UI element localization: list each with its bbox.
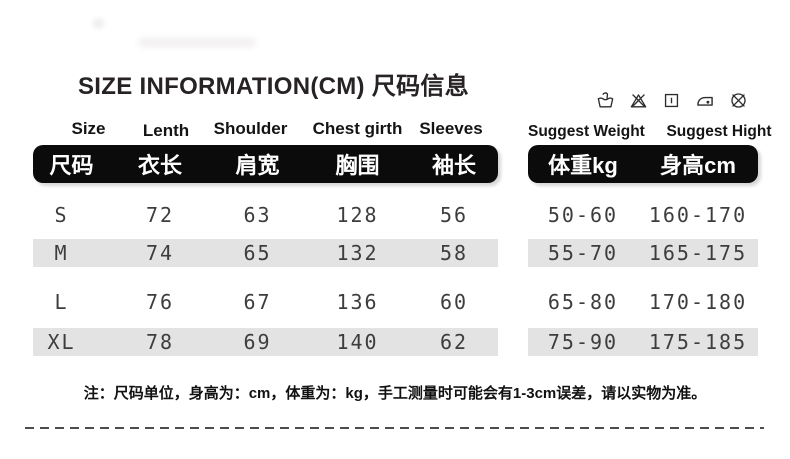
column-header-chest: Chest girth (312, 119, 403, 138)
table-row-xl-suggest: 75-90 175-185 (528, 328, 758, 356)
measurements-table: Size Lenth Shoulder Chest girth Sleeves … (33, 0, 498, 370)
column-header-sleeves: Sleeves (419, 119, 483, 138)
cell-shoulder: 69 (243, 330, 272, 354)
cell-length: 72 (145, 203, 175, 227)
cell-shoulder: 65 (243, 241, 272, 265)
cell-weight: 75-90 (547, 330, 619, 354)
table-row-l-suggest: 65-80 170-180 (528, 288, 758, 316)
cell-sleeves: 62 (439, 330, 469, 354)
cell-chest: 136 (336, 290, 379, 314)
page-title: SIZE INFORMATION(CM) 尺码信息 (78, 73, 470, 100)
do-not-bleach-icon (630, 94, 647, 108)
drip-dry-icon (664, 93, 679, 108)
cell-length: 74 (145, 241, 175, 265)
column-header-weight-cn: 体重kg (548, 153, 618, 178)
column-header-shoulder: Shoulder (213, 119, 288, 138)
column-header-suggest-weight: Suggest Weight (528, 123, 645, 140)
cell-chest: 132 (336, 241, 379, 265)
cell-length: 78 (145, 330, 175, 354)
column-header-height-cn: 身高cm (660, 153, 736, 178)
cell-size: L (54, 290, 69, 314)
cell-height: 175-185 (648, 330, 748, 354)
cell-size: M (54, 241, 69, 265)
hand-wash-icon (597, 92, 614, 108)
cell-weight: 55-70 (547, 241, 619, 265)
cell-chest: 128 (336, 203, 379, 227)
cell-height: 170-180 (648, 290, 748, 314)
measurement-note: 注：尺码单位，身高为：cm，体重为：kg，手工测量时可能会有1-3cm误差，请以… (83, 385, 707, 402)
suggestion-chinese-header-bar: 体重kg 身高cm (528, 145, 758, 183)
column-header-shoulder-cn: 肩宽 (235, 153, 280, 178)
suggestion-table: Suggest Weight Suggest Hight 体重kg 身高cm 5… (528, 0, 772, 370)
watermark-smudge (93, 18, 104, 29)
table-row-s-suggest: 50-60 160-170 (528, 201, 758, 229)
cell-length: 76 (145, 290, 175, 314)
cell-height: 165-175 (648, 241, 748, 265)
cell-weight: 65-80 (547, 290, 619, 314)
table-row-xl: XL 78 69 140 62 (33, 328, 498, 356)
dashed-divider (25, 427, 764, 429)
care-icons-row (596, 90, 748, 111)
column-header-sleeves-cn: 袖长 (431, 153, 476, 178)
column-header-length-cn: 衣长 (137, 153, 182, 178)
cell-weight: 50-60 (547, 203, 619, 227)
suggestion-english-header: Suggest Weight Suggest Hight (528, 120, 772, 144)
measurements-chinese-header-bar: 尺码 衣长 肩宽 胸围 袖长 (33, 145, 498, 183)
cell-sleeves: 60 (439, 290, 469, 314)
cell-sleeves: 56 (439, 203, 469, 227)
iron-icon (697, 96, 713, 106)
cell-chest: 140 (336, 330, 379, 354)
column-header-length: Lenth (142, 121, 190, 140)
table-row-m-suggest: 55-70 165-175 (528, 239, 758, 267)
column-header-chest-cn: 胸围 (335, 153, 380, 178)
cell-size: XL (47, 330, 76, 354)
column-header-size: Size (71, 119, 106, 138)
cell-shoulder: 63 (243, 203, 272, 227)
cell-shoulder: 67 (243, 290, 272, 314)
cell-sleeves: 58 (439, 241, 469, 265)
do-not-dry-clean-icon (731, 93, 746, 108)
column-header-suggest-height: Suggest Hight (666, 123, 772, 140)
table-row-s: S 72 63 128 56 (33, 201, 498, 229)
cell-height: 160-170 (648, 203, 748, 227)
measurements-english-header: Size Lenth Shoulder Chest girth Sleeves (33, 117, 498, 141)
watermark-smudge (138, 38, 256, 47)
table-row-m: M 74 65 132 58 (33, 239, 498, 267)
table-row-l: L 76 67 136 60 (33, 288, 498, 316)
cell-size: S (54, 203, 69, 227)
column-header-size-cn: 尺码 (49, 153, 94, 178)
